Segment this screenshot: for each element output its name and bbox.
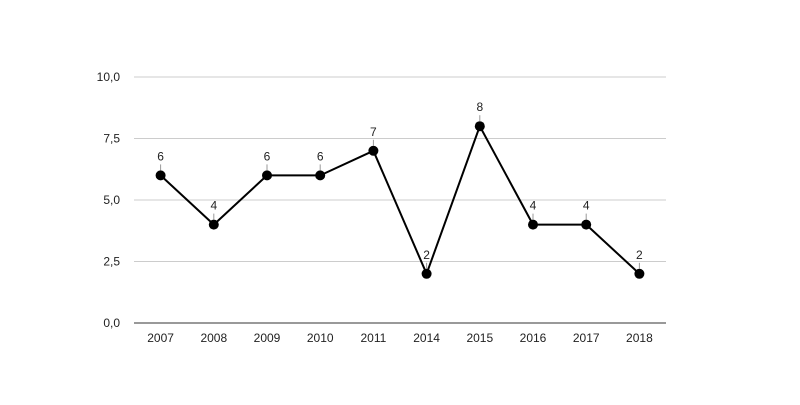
y-axis: 0,0 2,5 5,0 7,5 10,0	[97, 70, 121, 330]
x-tick-label: 2011	[360, 331, 386, 345]
data-point	[634, 268, 645, 279]
y-tick-label: 0,0	[103, 316, 120, 330]
y-tick-label: 7,5	[103, 132, 120, 146]
data-point	[208, 219, 219, 230]
data-label: 6	[264, 149, 271, 163]
data-point	[155, 170, 166, 181]
x-tick-label: 2010	[307, 331, 334, 345]
data-label: 4	[530, 199, 537, 213]
data-labels: 6 4 6 6 7 2 8 4 4 2	[157, 100, 643, 269]
data-point	[581, 219, 592, 230]
data-point	[528, 219, 538, 230]
data-label: 2	[636, 248, 643, 262]
x-tick-label: 2016	[520, 331, 547, 345]
x-tick-label: 2014	[413, 331, 440, 345]
data-label: 6	[317, 149, 324, 163]
data-label: 4	[583, 199, 590, 213]
y-tick-label: 2,5	[103, 255, 120, 269]
data-label: 2	[423, 248, 430, 262]
y-tick-label: 10,0	[97, 70, 121, 84]
data-point	[262, 170, 272, 181]
data-point	[474, 121, 485, 132]
data-point	[421, 268, 432, 279]
data-point	[315, 170, 326, 181]
grid-lines	[134, 76, 666, 262]
x-tick-label: 2017	[573, 331, 600, 345]
y-tick-label: 5,0	[103, 193, 120, 207]
x-tick-label: 2015	[466, 331, 493, 345]
series-polyline	[159, 125, 641, 275]
series-line	[155, 121, 645, 279]
x-tick-label: 2008	[200, 331, 227, 345]
x-axis: 2007 2008 2009 2010 2011 2014 2015 2016 2017 2018	[134, 322, 666, 345]
data-label: 8	[476, 100, 483, 114]
x-tick-label: 2009	[254, 331, 281, 345]
data-label: 6	[157, 149, 164, 163]
x-tick-label: 2018	[626, 331, 653, 345]
x-tick-label: 2007	[147, 331, 174, 345]
data-point	[368, 145, 379, 156]
data-label: 7	[370, 125, 377, 139]
data-label: 4	[210, 199, 217, 213]
